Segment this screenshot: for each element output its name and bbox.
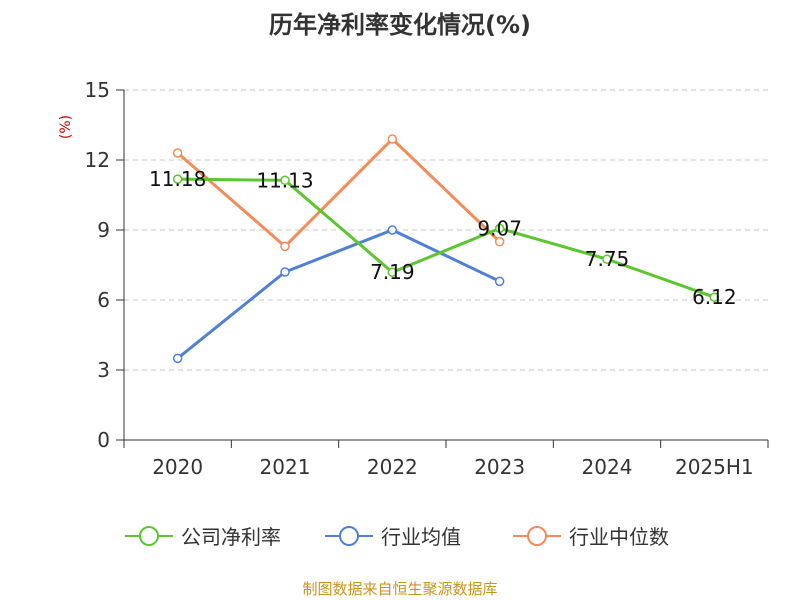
- y-tick-label: 6: [97, 288, 110, 312]
- data-point[interactable]: [172, 174, 183, 184]
- grid-lines: [124, 89, 768, 371]
- data-point[interactable]: [709, 292, 720, 302]
- series-line-2: [176, 137, 501, 248]
- data-point[interactable]: [172, 148, 183, 158]
- data-labels: 11.18 11.13 7.19 9.07 7.75 6.12: [149, 167, 737, 309]
- legend-marker: [339, 526, 359, 546]
- legend-item[interactable]: 行业中位数: [513, 525, 669, 549]
- x-tick-label: 2022: [367, 455, 418, 479]
- data-point[interactable]: [494, 276, 505, 287]
- legend-label: 行业均值: [381, 525, 461, 549]
- data-point[interactable]: [494, 236, 505, 247]
- data-label: 9.07: [477, 216, 522, 240]
- data-point[interactable]: [494, 223, 505, 234]
- y-tick-label: 0: [97, 428, 110, 452]
- legend-item[interactable]: 行业均值: [325, 525, 461, 549]
- y-axis-unit: (%): [58, 115, 74, 139]
- chart-title: 历年净利率变化情况(%): [269, 11, 531, 39]
- data-point[interactable]: [387, 134, 398, 144]
- series-line-1: [176, 228, 501, 360]
- data-point[interactable]: [387, 267, 398, 277]
- legend-label: 公司净利率: [181, 525, 281, 549]
- series-lines: [172, 134, 720, 364]
- x-tick-label: 2023: [474, 455, 525, 479]
- data-label: 6.12: [692, 285, 737, 309]
- y-tick-label: 15: [85, 78, 110, 102]
- y-tick-label: 12: [85, 148, 110, 172]
- data-point[interactable]: [280, 175, 290, 186]
- axes: 0 3 6 9 12 15 2020 2021 2022 2023 2024 2025H1: [85, 78, 769, 479]
- data-point[interactable]: [280, 241, 290, 252]
- x-tick-label: 2021: [260, 455, 311, 479]
- legend[interactable]: 公司净利率 行业均值 行业中位数: [125, 525, 669, 549]
- legend-label: 行业中位数: [569, 525, 669, 549]
- data-point[interactable]: [172, 353, 183, 364]
- x-tick-label: 2020: [152, 455, 203, 479]
- source-footer: 制图数据来自恒生聚源数据库: [302, 580, 497, 598]
- x-tick-label: 2024: [582, 455, 633, 479]
- legend-marker: [527, 526, 547, 546]
- data-label: 7.75: [585, 247, 630, 271]
- x-tick-label: 2025H1: [675, 455, 754, 479]
- data-label: 7.19: [370, 260, 415, 284]
- data-point[interactable]: [387, 225, 398, 235]
- data-point[interactable]: [602, 254, 612, 264]
- legend-marker: [139, 526, 159, 546]
- data-point[interactable]: [280, 267, 290, 277]
- data-label: 11.18: [149, 167, 206, 191]
- data-label: 11.13: [256, 168, 313, 192]
- y-tick-label: 3: [97, 358, 110, 382]
- legend-item[interactable]: 公司净利率: [125, 525, 281, 549]
- series-line-0: [177, 177, 715, 299]
- y-tick-label: 9: [97, 218, 110, 242]
